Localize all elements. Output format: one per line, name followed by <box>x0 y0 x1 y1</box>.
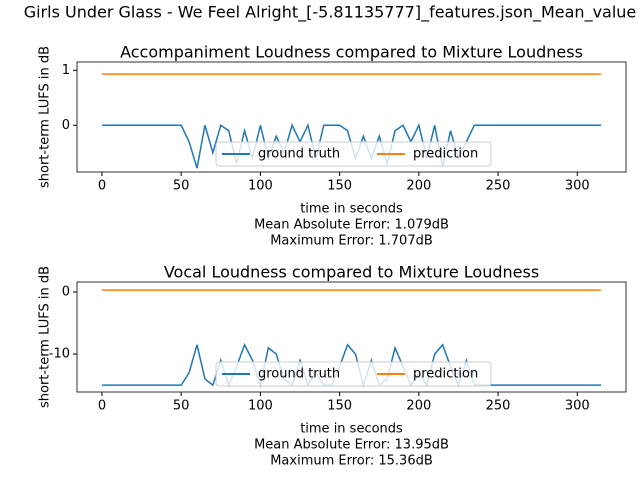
x-tick-label: 150 <box>327 399 352 414</box>
x-tick-label: 200 <box>406 399 431 414</box>
annotation: Maximum Error: 1.707dB <box>270 234 433 249</box>
series-line <box>101 342 602 389</box>
x-tick-label: 100 <box>248 399 273 414</box>
x-tick-label: 50 <box>173 399 190 414</box>
y-tick-label: 1 <box>62 63 70 78</box>
legend-box <box>215 361 492 387</box>
chart-title: Accompaniment Loudness compared to Mixtu… <box>120 43 583 62</box>
x-axis-label: time in seconds <box>300 422 403 437</box>
chart-title: Vocal Loudness compared to Mixture Loudn… <box>164 263 539 282</box>
x-axis-label: time in seconds <box>300 202 403 217</box>
annotation: Mean Absolute Error: 1.079dB <box>254 218 449 233</box>
y-axis-label: short-term LUFS in dB <box>38 46 53 188</box>
x-tick-label: 0 <box>98 399 106 414</box>
figure-title: Girls Under Glass - We Feel Alright_[-5.… <box>24 3 637 23</box>
legend-label: prediction <box>413 147 478 162</box>
x-tick-label: 0 <box>98 179 106 194</box>
x-tick-label: 150 <box>327 179 352 194</box>
y-tick-label: 0 <box>62 118 70 133</box>
annotation: Mean Absolute Error: 13.95dB <box>254 438 449 453</box>
legend: ground truth prediction <box>215 141 492 167</box>
axes-frame <box>76 61 627 173</box>
x-tick-label: 250 <box>486 179 511 194</box>
y-axis-label: short-term LUFS in dB <box>38 266 53 408</box>
annotation: Maximum Error: 15.36dB <box>270 454 433 469</box>
legend-label: prediction <box>413 367 478 382</box>
legend-label: ground truth <box>258 367 340 382</box>
axes-frame <box>76 281 627 393</box>
legend-label: ground truth <box>258 147 340 162</box>
x-tick-label: 100 <box>248 179 273 194</box>
x-tick-label: 300 <box>565 399 590 414</box>
x-tick-label: 300 <box>565 179 590 194</box>
x-tick-label: 200 <box>406 179 431 194</box>
y-tick-label: 0 <box>62 284 70 299</box>
x-tick-label: 50 <box>173 179 190 194</box>
y-tick-label: -10 <box>49 347 70 362</box>
legend: ground truth prediction <box>215 361 492 387</box>
legend-box <box>215 141 492 167</box>
x-tick-label: 250 <box>486 399 511 414</box>
